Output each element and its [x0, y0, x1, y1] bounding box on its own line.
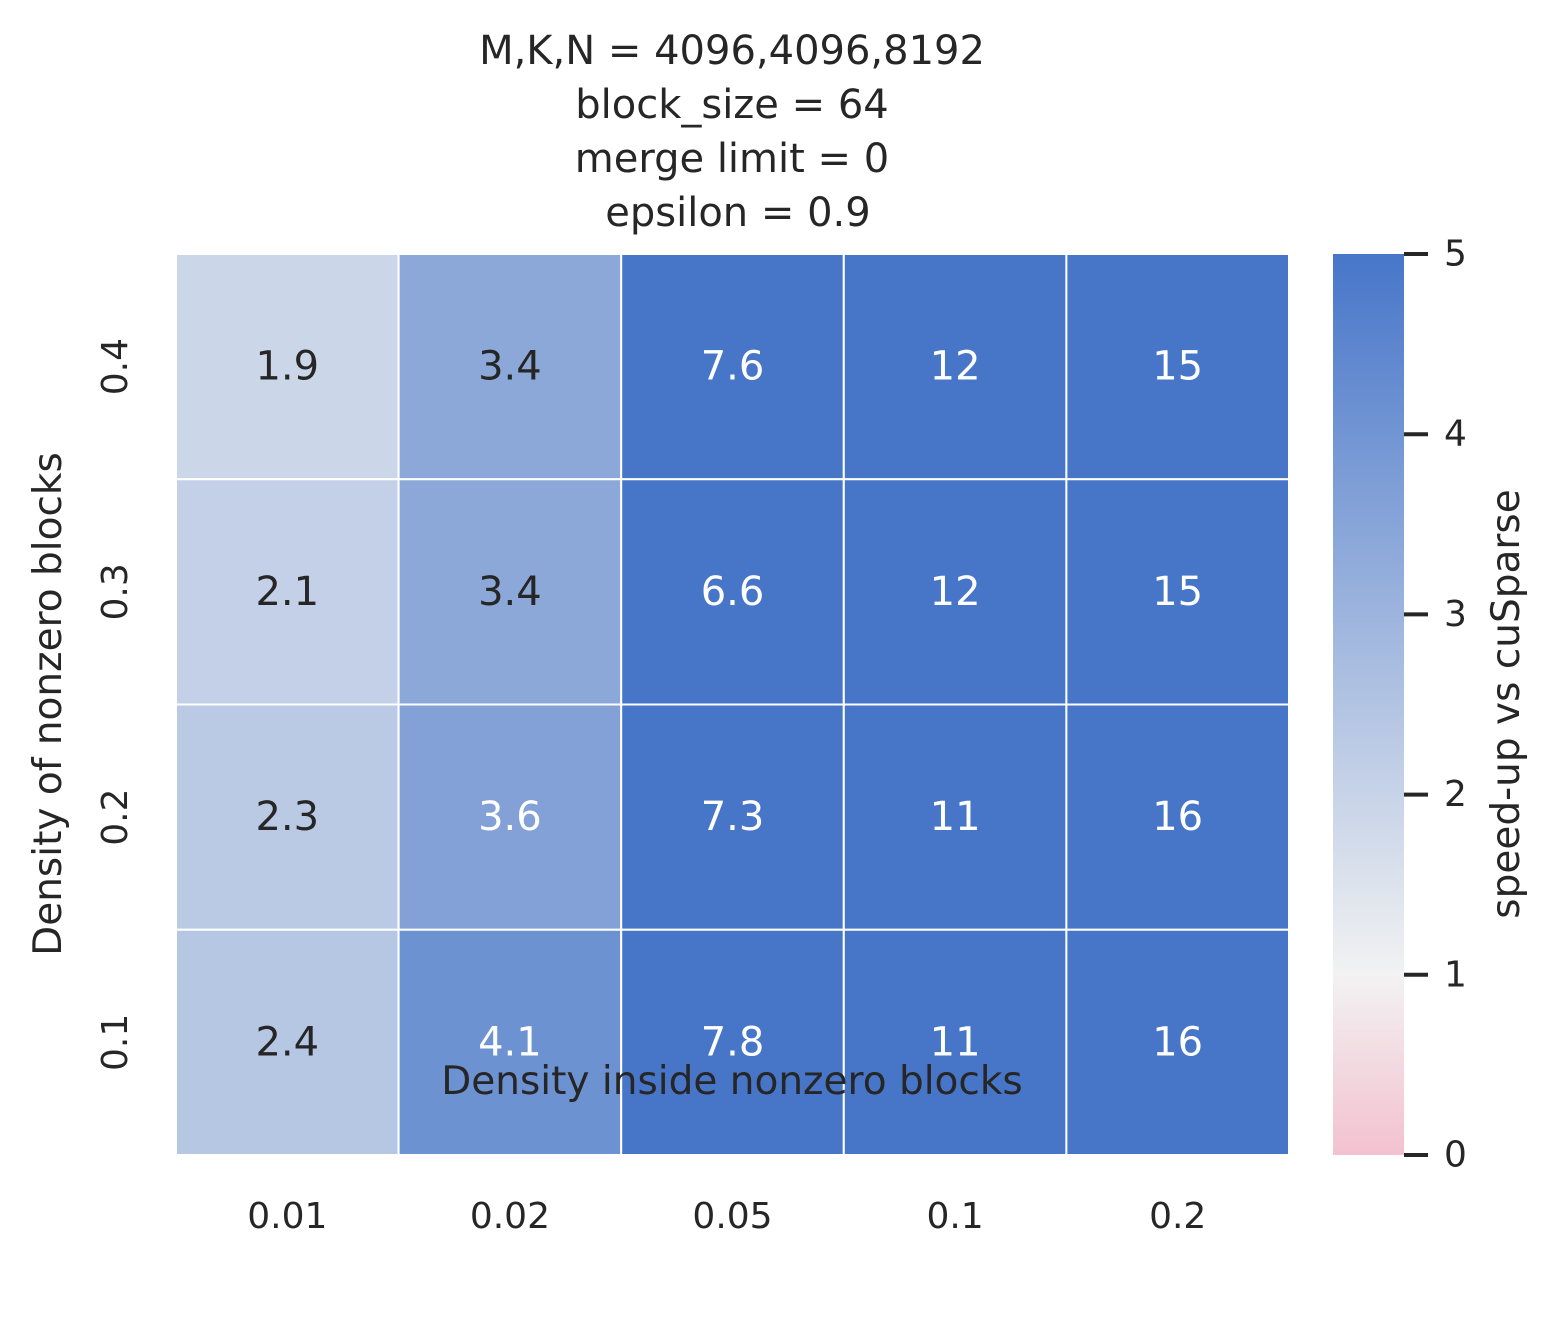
heatmap-cell: [1065, 253, 1291, 481]
colorbar-tick-label: 5: [1444, 234, 1467, 275]
heatmap-cell: [620, 928, 845, 1156]
x-tick-label: 0.02: [470, 1196, 550, 1237]
title-line-3: merge limit = 0: [575, 136, 889, 182]
title-line-2: block_size = 64: [575, 82, 889, 128]
cell-value-label: 16: [1152, 1019, 1203, 1065]
heatmap-cell: [620, 703, 845, 931]
heatmap-cell: [1065, 703, 1291, 931]
colorbar-ticks: 0 1 2 3 4 5: [1404, 234, 1467, 1176]
y-tick-label: 0.4: [95, 338, 136, 395]
cell-value-label: 15: [1152, 344, 1203, 390]
heatmap-cells: 1.9 3.4 7.6 12 15 2.1 3.4 6.6 12 15 2.3 3.6 7.3 11 16 2…: [175, 253, 1291, 1156]
colorbar-label: speed-up vs cuSparse: [1484, 489, 1529, 918]
heatmap-cell: [175, 253, 400, 481]
cell-value-label: 6.6: [701, 569, 765, 615]
cell-value-label: 11: [930, 1019, 981, 1065]
colorbar-tick-label: 1: [1444, 954, 1467, 995]
x-tick-label: 0.1: [926, 1196, 983, 1237]
cell-value-label: 2.4: [255, 1019, 319, 1065]
colorbar-gradient: [1333, 254, 1404, 1155]
chart-title: M,K,N = 4096,4096,8192 block_size = 64 m…: [479, 28, 985, 236]
heatmap-cell: [620, 253, 845, 481]
cell-value-label: 12: [930, 344, 981, 390]
y-tick-label: 0.1: [95, 1014, 136, 1071]
cell-value-label: 3.4: [478, 569, 542, 615]
heatmap-cell: [1065, 928, 1291, 1156]
cell-value-label: 12: [930, 569, 981, 615]
colorbar: 0 1 2 3 4 5: [1333, 234, 1467, 1176]
cell-value-label: 4.1: [478, 1019, 542, 1065]
heatmap-cell: [397, 703, 623, 931]
colorbar-tick-label: 2: [1444, 774, 1467, 815]
heatmap-cell: [175, 478, 400, 706]
colorbar-tick-label: 0: [1444, 1135, 1467, 1176]
x-tick-label: 0.2: [1149, 1196, 1206, 1237]
cell-value-label: 15: [1152, 569, 1203, 615]
x-axis-label: Density inside nonzero blocks: [441, 1059, 1023, 1104]
cell-value-label: 1.9: [255, 344, 319, 390]
heatmap-cell: [842, 253, 1068, 481]
y-tick-labels: 0.4 0.3 0.2 0.1: [95, 338, 136, 1071]
heatmap-cell: [620, 478, 845, 706]
heatmap-cell: [175, 928, 400, 1156]
heatmap-cell: [397, 253, 623, 481]
heatmap-cell: [397, 928, 623, 1156]
cell-value-label: 2.1: [255, 569, 319, 615]
cell-value-label: 11: [930, 794, 981, 840]
colorbar-tick-label: 4: [1444, 414, 1467, 455]
cell-value-label: 7.8: [701, 1019, 765, 1065]
y-tick-label: 0.3: [95, 563, 136, 620]
cell-value-label: 7.6: [701, 344, 765, 390]
cell-value-label: 3.6: [478, 794, 542, 840]
y-tick-label: 0.2: [95, 788, 136, 845]
y-axis-label: Density of nonzero blocks: [26, 452, 71, 956]
title-line-4: epsilon = 0.9: [605, 190, 870, 236]
x-tick-label: 0.05: [692, 1196, 772, 1237]
x-tick-label: 0.01: [247, 1196, 327, 1237]
cell-value-label: 2.3: [255, 794, 319, 840]
heatmap-cell: [1065, 478, 1291, 706]
colorbar-tick-label: 3: [1444, 594, 1467, 635]
x-tick-labels: 0.01 0.02 0.05 0.1 0.2: [247, 1196, 1206, 1237]
title-line-1: M,K,N = 4096,4096,8192: [479, 28, 985, 74]
heatmap-cell: [842, 703, 1068, 931]
cell-value-label: 7.3: [701, 794, 765, 840]
cell-value-label: 16: [1152, 794, 1203, 840]
cell-value-label: 3.4: [478, 344, 542, 390]
